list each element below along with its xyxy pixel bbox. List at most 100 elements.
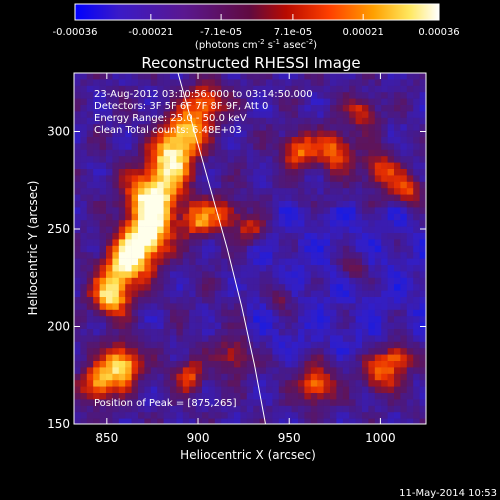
heatmap-cell: [426, 92, 433, 99]
heatmap-cell: [278, 188, 286, 195]
heatmap-cell: [266, 418, 273, 424]
heatmap-cell: [400, 98, 408, 106]
heatmap-cell: [374, 252, 382, 259]
heatmap-cell: [368, 252, 376, 259]
heatmap-cell: [394, 380, 401, 387]
heatmap-cell: [304, 290, 312, 298]
heatmap-cell: [170, 162, 177, 170]
heatmap-cell: [419, 373, 426, 381]
heatmap-cell: [330, 335, 337, 343]
heatmap-cell: [259, 92, 267, 99]
heatmap-cell: [374, 207, 382, 215]
heatmap-cell: [317, 111, 324, 119]
heatmap-cell: [150, 111, 158, 119]
heatmap-cell: [202, 245, 209, 253]
heatmap-cell: [304, 175, 312, 183]
heatmap-cell: [266, 149, 273, 157]
heatmap-cell: [253, 290, 260, 298]
heatmap-cell: [150, 322, 158, 330]
heatmap-cell: [74, 258, 81, 266]
heatmap-cell: [266, 111, 273, 119]
heatmap-cell: [278, 405, 286, 413]
heatmap-cell: [330, 239, 337, 247]
heatmap-cell: [304, 341, 312, 349]
heatmap-cell: [394, 341, 401, 349]
heatmap-cell: [99, 290, 107, 298]
heatmap-cell: [221, 130, 228, 138]
heatmap-cell: [93, 329, 100, 336]
heatmap-cell: [112, 258, 120, 266]
heatmap-cell: [74, 124, 81, 131]
heatmap-cell: [336, 181, 344, 189]
heatmap-cell: [298, 175, 305, 183]
heatmap-cell: [86, 373, 94, 381]
heatmap-cell: [208, 98, 216, 106]
heatmap-cell: [394, 277, 401, 285]
heatmap-cell: [374, 284, 382, 291]
heatmap-cell: [138, 297, 145, 304]
heatmap-cell: [176, 149, 184, 157]
heatmap-cell: [157, 137, 164, 144]
heatmap-cell: [285, 201, 292, 208]
heatmap-cell: [112, 233, 120, 240]
heatmap-cell: [394, 290, 401, 298]
heatmap-cell: [163, 418, 171, 424]
heatmap-cell: [144, 137, 152, 144]
heatmap-cell: [374, 111, 382, 119]
heatmap-cell: [144, 271, 152, 279]
heatmap-cell: [221, 213, 228, 221]
heatmap-cell: [86, 213, 94, 221]
heatmap-cell: [272, 412, 280, 419]
heatmap-cell: [349, 412, 356, 419]
heatmap-cell: [419, 322, 426, 330]
heatmap-cell: [272, 149, 280, 157]
heatmap-cell: [310, 175, 318, 183]
heatmap-cell: [323, 130, 331, 138]
heatmap-cell: [330, 213, 337, 221]
heatmap-cell: [118, 290, 126, 298]
heatmap-cell: [330, 354, 337, 362]
heatmap-cell: [323, 188, 331, 195]
heatmap-cell: [80, 220, 88, 227]
heatmap-cell: [170, 277, 177, 285]
heatmap-cell: [291, 233, 299, 240]
heatmap-cell: [125, 233, 132, 240]
heatmap-cell: [291, 322, 299, 330]
heatmap-cell: [368, 162, 376, 170]
heatmap-cell: [387, 335, 395, 343]
heatmap-cell: [426, 124, 433, 131]
heatmap-cell: [86, 111, 94, 119]
heatmap-cell: [208, 111, 216, 119]
heatmap-cell: [93, 277, 100, 285]
heatmap-cell: [118, 175, 126, 183]
heatmap-cell: [125, 284, 132, 291]
heatmap-cell: [323, 297, 331, 304]
heatmap-cell: [374, 149, 382, 157]
heatmap-cell: [86, 98, 94, 106]
heatmap-cell: [266, 335, 273, 343]
heatmap-cell: [202, 405, 209, 413]
heatmap-cell: [336, 156, 344, 163]
heatmap-cell: [182, 130, 190, 138]
heatmap-cell: [214, 98, 222, 106]
heatmap-cell: [291, 181, 299, 189]
heatmap-cell: [189, 252, 196, 259]
heatmap-cell: [80, 412, 88, 419]
heatmap-cell: [406, 162, 414, 170]
heatmap-cell: [144, 367, 152, 375]
heatmap-cell: [368, 245, 376, 253]
heatmap-cell: [234, 213, 241, 221]
heatmap-cell: [400, 79, 408, 87]
heatmap-cell: [387, 79, 395, 87]
heatmap-cell: [317, 226, 324, 234]
heatmap-cell: [170, 265, 177, 272]
heatmap-cell: [150, 277, 158, 285]
heatmap-cell: [342, 233, 350, 240]
heatmap-cell: [330, 373, 337, 381]
heatmap-cell: [144, 316, 152, 323]
heatmap-cell: [227, 175, 235, 183]
heatmap-cell: [349, 405, 356, 413]
heatmap-cell: [406, 399, 414, 407]
heatmap-cell: [342, 258, 350, 266]
heatmap-cell: [227, 265, 235, 272]
